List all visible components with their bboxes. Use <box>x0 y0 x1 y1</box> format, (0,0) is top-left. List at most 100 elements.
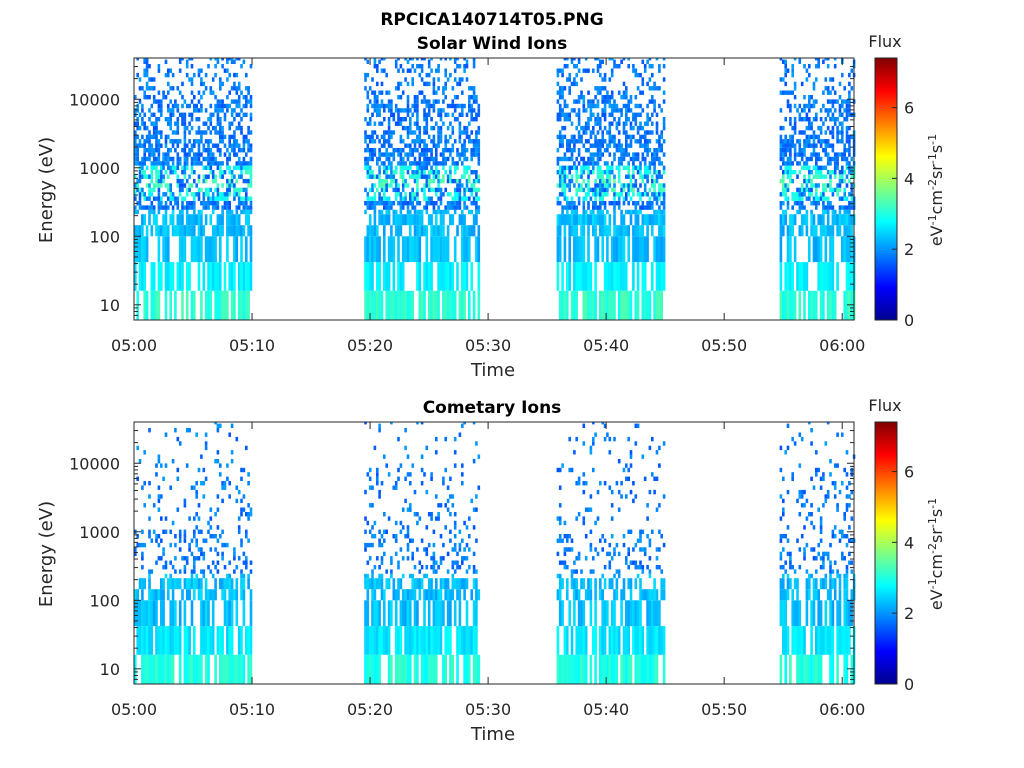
spectrogram-cell <box>617 139 621 144</box>
spectrogram-cell <box>368 134 372 140</box>
spectrogram-cell <box>610 626 614 655</box>
spectrogram-cell <box>829 187 832 193</box>
spectrogram-cell <box>826 139 830 144</box>
spectrogram-cell <box>566 112 569 117</box>
spectrogram-cell <box>461 290 464 320</box>
spectrogram-cell <box>580 90 583 95</box>
spectrogram-cell <box>169 183 172 188</box>
spectrogram-cell <box>423 161 426 166</box>
spectrogram-cell <box>563 290 567 320</box>
spectrogram-cell <box>449 290 452 320</box>
spectrogram-cell <box>373 209 377 215</box>
spectrogram-cell <box>439 589 443 601</box>
spectrogram-cell <box>430 117 433 122</box>
solar-wind-panel: Solar Wind Ions 05:00 05:10 05:20 05:30 05:4… <box>36 34 865 381</box>
spectrogram-cell <box>800 130 804 135</box>
spectrogram-cell <box>603 183 607 188</box>
spectrogram-cell <box>662 187 666 193</box>
spectrogram-cell <box>779 152 783 157</box>
spectrogram-cell <box>453 192 457 197</box>
spectrogram-cell <box>219 130 222 135</box>
spectrogram-cell <box>435 165 438 170</box>
spectrogram-cell <box>148 187 151 193</box>
spectrogram-cell <box>211 90 215 95</box>
spectrogram-cell <box>845 196 849 201</box>
spectrogram-cell <box>430 58 433 61</box>
spectrogram-cell <box>143 196 146 201</box>
spectrogram-cell <box>371 90 374 95</box>
spectrogram-cell <box>575 214 578 226</box>
spectrogram-cell <box>843 214 846 226</box>
spectrogram-cell <box>465 225 469 237</box>
spectrogram-cell <box>138 143 142 148</box>
spectrogram-cell <box>160 654 163 684</box>
spectrogram-cell <box>230 58 234 61</box>
spectrogram-cell <box>193 589 196 601</box>
spectrogram-cell <box>223 290 227 320</box>
spectrogram-cell <box>164 183 168 188</box>
spectrogram-cell <box>563 152 567 157</box>
spectrogram-cell <box>475 201 478 206</box>
spectrogram-cell <box>824 58 828 61</box>
spectrogram-cell <box>596 152 600 157</box>
spectrogram-cell <box>423 472 426 477</box>
spectrogram-cell <box>841 205 844 210</box>
spectrogram-cell <box>658 565 661 570</box>
spectrogram-cell <box>444 187 447 193</box>
spectrogram-cell <box>171 112 175 117</box>
spectrogram-cell <box>465 148 469 153</box>
spectrogram-cell <box>380 103 384 109</box>
spectrogram-cell <box>449 174 452 179</box>
spectrogram-cell <box>143 59 146 64</box>
spectrogram-cell <box>171 262 175 291</box>
spectrogram-cell <box>817 58 820 61</box>
spectrogram-cell <box>394 538 398 543</box>
spectrogram-cell <box>446 569 450 574</box>
spectrogram-cell <box>418 569 422 574</box>
spectrogram-cell <box>188 516 191 521</box>
spectrogram-cell <box>394 214 398 226</box>
spectrogram-cell <box>176 578 180 590</box>
spectrogram-cell <box>836 130 839 135</box>
spectrogram-cell <box>639 236 642 263</box>
spectrogram-cell <box>627 143 630 148</box>
spectrogram-cell <box>439 556 443 561</box>
spectrogram-cell <box>202 551 206 557</box>
spectrogram-cell <box>561 72 564 78</box>
spectrogram-cell <box>784 152 787 157</box>
spectrogram-cell <box>437 112 440 117</box>
spectrogram-cell <box>658 503 661 508</box>
spectrogram-cell <box>470 148 473 153</box>
y-tick-label: 10000 <box>69 90 120 109</box>
spectrogram-cell <box>420 422 424 425</box>
spectrogram-cell <box>368 187 372 193</box>
spectrogram-cell <box>235 165 239 170</box>
spectrogram-cell <box>401 507 405 512</box>
spectrogram-cell <box>451 99 455 104</box>
spectrogram-cell <box>420 99 424 104</box>
spectrogram-cell <box>427 290 431 320</box>
spectrogram-cell <box>245 445 248 451</box>
spectrogram-cell <box>416 95 419 100</box>
spectrogram-cell <box>390 174 393 179</box>
spectrogram-cell <box>376 103 379 109</box>
spectrogram-cell <box>216 59 220 64</box>
spectrogram-cell <box>803 148 806 153</box>
spectrogram-cell <box>817 214 820 226</box>
spectrogram-cell <box>399 214 403 226</box>
spectrogram-cell <box>601 86 604 91</box>
spectrogram-cell <box>162 547 165 552</box>
spectrogram-cell <box>599 143 602 148</box>
spectrogram-cell <box>833 165 837 170</box>
spectrogram-cell <box>608 143 612 148</box>
spectrogram-cell <box>589 569 593 574</box>
spectrogram-cell <box>453 542 457 548</box>
spectrogram-cell <box>157 201 161 206</box>
spectrogram-cell <box>660 589 663 601</box>
spectrogram-cell <box>791 125 794 131</box>
spectrogram-cell <box>843 108 846 113</box>
spectrogram-cell <box>383 201 386 206</box>
spectrogram-cell <box>625 117 628 122</box>
spectrogram-cell <box>190 77 194 82</box>
spectrogram-cell <box>425 589 429 601</box>
